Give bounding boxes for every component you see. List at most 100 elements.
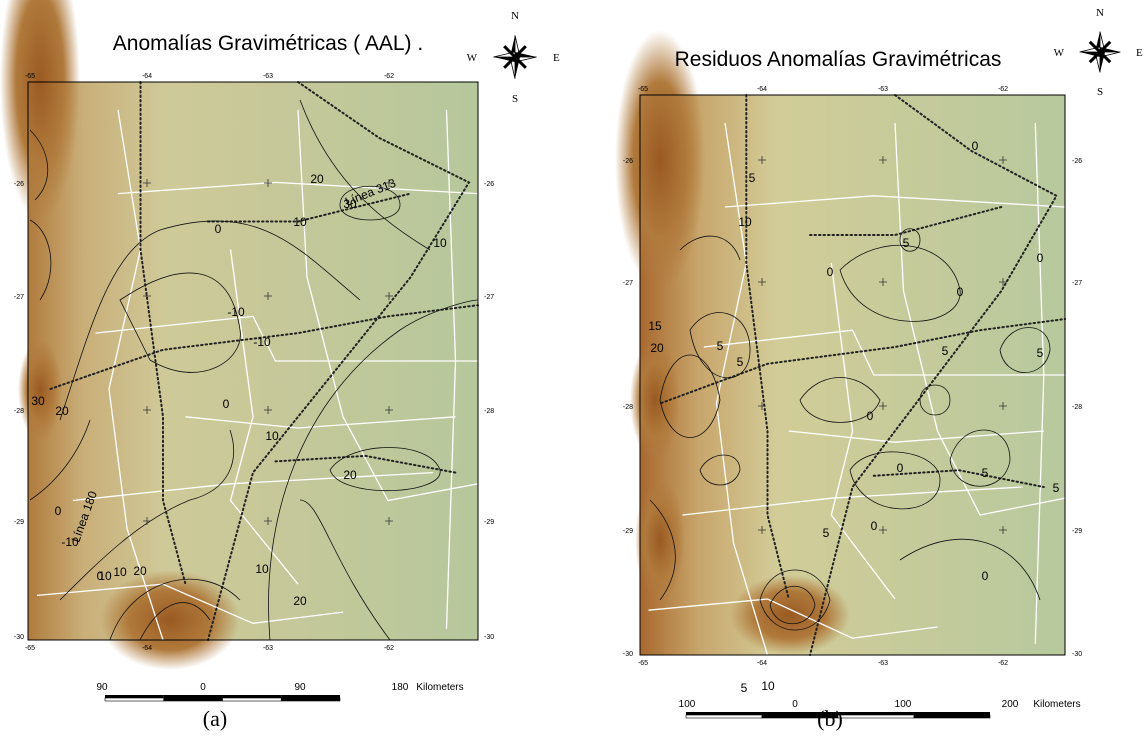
lon-tick-top: -63 [263,73,273,80]
scale-label: 100 [679,699,696,710]
compass-s: S [512,93,518,105]
contour-label: 20 [293,594,307,608]
compass-w: W [1054,47,1065,59]
scale-label: 90 [294,682,306,693]
lat-tick-right: -26 [1072,158,1082,165]
lon-tick-bottom: -63 [878,660,888,667]
lat-tick-right: -29 [1072,528,1082,535]
scale-segment [223,698,282,701]
contour-label: 5 [903,236,910,250]
lon-tick-top: -62 [998,86,1008,93]
lat-tick-left: -29 [623,528,633,535]
scale-segment [164,698,223,701]
contour-label: 0 [223,397,230,411]
contour-label: 0 [1037,251,1044,265]
contour-label: 5 [717,339,724,353]
contour-label: 0 [55,504,62,518]
scale-label: 100 [895,699,912,710]
contour-label: 10 [265,429,279,443]
caption: (b) [817,706,843,731]
lat-tick-right: -28 [1072,404,1082,411]
compass-s: S [1097,86,1103,98]
lon-tick-top: -64 [757,86,767,93]
scale-label: 0 [200,682,206,693]
relief [635,480,685,600]
contour-label: 5 [737,355,744,369]
scale-segment [105,695,164,698]
lat-tick-left: -26 [623,158,633,165]
lon-tick-top: -62 [384,73,394,80]
lat-tick-left: -26 [14,181,24,188]
contour-label: 10 [255,562,269,576]
compass-e: E [1136,47,1143,59]
contour-label: 5 [741,681,748,695]
map-panel: Residuos Anomalías Gravimétricas-65-65-6… [615,7,1143,731]
scale-label: 200 [1002,699,1019,710]
lon-tick-bottom: -62 [384,645,394,652]
scale-segment [281,695,340,698]
compass-n: N [1096,7,1104,19]
contour-label: 15 [648,319,662,333]
compass-point [515,57,520,79]
compass-n: N [511,10,519,22]
scale-unit: Kilometers [1033,699,1080,710]
scale-label: 180 [392,682,409,693]
contour-label: 5 [823,526,830,540]
lat-tick-right: -26 [484,181,494,188]
contour-label: 20 [310,172,324,186]
contour-label: 5 [982,466,989,480]
map-panel: Anomalías Gravimétricas ( AAL) . -65 -65 -6… [0,0,560,731]
contour-label: -10 [253,335,271,349]
lon-tick-bottom: -65 [25,645,35,652]
scale-label: 0 [792,699,798,710]
lat-tick-left: -28 [623,404,633,411]
compass-point [493,57,515,62]
lon-tick-top: -65 [25,73,35,80]
contour-label: 0 [982,569,989,583]
contour-label: 0 [897,461,904,475]
contour-label: 0 [867,409,874,423]
map-layer: Anomalías Gravimétricas ( AAL) . -65 -65 -6… [0,0,1143,731]
contour-label: 5 [1053,481,1060,495]
contour-label: 0 [957,285,964,299]
contour-label: 10 [738,215,752,229]
scale-segment [686,715,762,718]
relief [18,340,62,440]
contour-label: -10 [227,305,245,319]
lat-tick-left: -29 [14,519,24,526]
scale-segment [838,715,914,718]
scale-segment [686,712,762,715]
contour-label: 10 [113,565,127,579]
compass: NSWE [467,10,560,105]
contour-label: 0 [827,265,834,279]
scale-segment [281,698,340,701]
contour-label: 30 [31,394,45,408]
contour-label: 20 [133,564,147,578]
scale-segment [164,695,223,698]
lat-tick-right: -30 [484,634,494,641]
caption: (a) [203,706,227,731]
map-title: Residuos Anomalías Gravimétricas [675,48,1002,71]
contour-label: 20 [343,468,357,482]
map-title: Anomalías Gravimétricas ( AAL) . [113,32,423,55]
contour-label: 0 [871,519,878,533]
figure: Anomalías Gravimétricas ( AAL) . -65 -65 -6… [0,0,1145,738]
compass-e: E [553,52,560,64]
lon-tick-bottom: -64 [757,660,767,667]
lon-tick-bottom: -64 [142,645,152,652]
lat-tick-right: -29 [484,519,494,526]
scale-segment [223,695,282,698]
lat-tick-left: -30 [623,651,633,658]
lat-tick-left: -27 [623,280,633,287]
lat-tick-right: -27 [484,294,494,301]
lat-tick-right: -28 [484,408,494,415]
contour-label: 20 [55,404,69,418]
relief [630,340,680,460]
lat-tick-right: -30 [1072,651,1082,658]
lat-tick-left: -27 [14,294,24,301]
scale-segment [914,712,990,715]
lon-tick-top: -64 [142,73,152,80]
scale-segment [914,715,990,718]
contour-label: 5 [1037,346,1044,360]
lon-tick-bottom: -63 [263,645,273,652]
